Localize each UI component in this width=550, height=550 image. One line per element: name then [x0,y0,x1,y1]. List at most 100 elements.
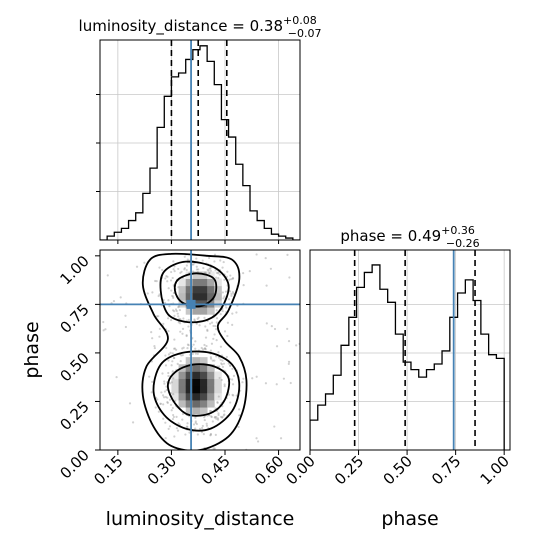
sample-point [286,253,289,256]
sample-point [172,260,175,263]
sample-point [177,315,180,318]
density-cell [178,278,187,287]
sample-point [193,319,196,322]
sample-point [200,431,204,434]
sample-point [270,324,273,328]
sample-point [241,381,244,384]
sample-point [200,346,203,350]
contour-middle2 [152,350,241,432]
density-heatmap [171,271,222,415]
sample-point [214,328,218,331]
sample-point [217,272,220,275]
sample-point [185,334,188,337]
sample-point [166,280,169,283]
density-cell [178,292,187,301]
sample-point [216,418,220,421]
sample-point [275,383,278,386]
sample-point [192,270,195,273]
sample-point [218,376,221,380]
sample-point [230,278,233,281]
sample-point [203,418,206,422]
sample-point [158,327,161,330]
sample-point [177,422,180,425]
sample-point [170,318,173,322]
sample-point [163,301,167,304]
sample-point [167,359,170,362]
sample-point [210,415,213,419]
sample-point [166,401,169,404]
sample-point [162,403,165,406]
sample-point [208,267,211,270]
sample-point [162,322,165,325]
sample-point [196,352,199,355]
sample-point [227,362,230,365]
sample-point [210,342,214,345]
density-cell [178,371,187,379]
sample-point [191,352,194,356]
density-cell [214,385,222,394]
sample-point [179,360,182,363]
density-cell [185,371,194,379]
sample-point [159,402,162,405]
sample-point [198,427,202,430]
sample-point [203,347,206,350]
x-axis-label-phase: phase [381,508,438,530]
density-cell [207,292,215,301]
sample-point [115,376,118,379]
sample-point [148,375,151,378]
sample-point [162,396,166,399]
sample-point [196,317,199,320]
sample-point [232,292,235,295]
sample-point [172,296,175,300]
sample-point [216,417,220,420]
sample-point [215,339,218,342]
sample-point [150,331,153,334]
sample-point [179,271,182,275]
sample-point [232,374,236,377]
sample-point [204,271,207,274]
density-cell [192,392,201,401]
sample-point [227,298,231,301]
sample-point [228,278,231,281]
sample-point [165,275,168,278]
sample-point [213,447,216,450]
sample-point [178,308,182,312]
sample-point [163,382,166,385]
sample-point [209,322,212,325]
sample-point [201,259,204,262]
sample-point [231,276,235,280]
sample-point [204,348,207,351]
sample-point [192,263,195,266]
sample-point [221,415,224,419]
density-cell [200,307,208,315]
sample-point [198,324,201,327]
sample-point [171,276,174,280]
sample-point [170,381,173,384]
density-cell [171,385,179,394]
density-cell [207,307,215,315]
sample-point [218,365,221,368]
sample-point [225,355,228,359]
sample-point [218,273,221,276]
sample-point [231,277,234,280]
sample-point [112,300,116,303]
ld-histogram-grid [100,40,300,240]
sample-point [235,394,238,397]
sample-point [223,330,227,333]
sample-point [264,382,268,385]
density-cell [214,378,222,387]
sample-point [221,365,225,369]
sample-point [269,267,272,270]
sample-point [217,271,220,274]
sample-point [167,374,170,378]
density-cell [214,278,222,287]
sample-point [217,356,221,359]
sample-point [256,440,260,443]
sample-point [166,317,170,320]
truth-marker [186,299,196,309]
sample-point [289,381,292,385]
sample-point [209,433,212,436]
x-axis-label-luminosity-distance: luminosity_distance [106,508,295,530]
sample-point [167,299,170,302]
sample-point [193,318,196,321]
